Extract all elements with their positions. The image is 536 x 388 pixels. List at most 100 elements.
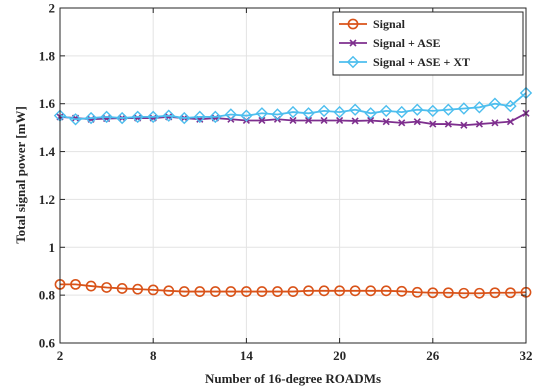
data-point-stroke-b (304, 116, 313, 125)
data-point (163, 285, 175, 297)
x-tick-label: 14 (240, 348, 254, 363)
data-point (336, 116, 344, 125)
data-point (504, 99, 517, 113)
data-point (85, 280, 97, 292)
data-point (413, 118, 421, 126)
data-point (256, 286, 268, 297)
data-point (427, 287, 439, 299)
data-point (349, 285, 361, 297)
data-point (491, 119, 499, 127)
data-point (364, 107, 377, 120)
data-point (240, 286, 252, 297)
data-point (258, 116, 266, 125)
legend-swatch-marker (346, 55, 360, 69)
y-tick-label: 0.6 (39, 336, 56, 351)
data-point-stroke-b (320, 116, 328, 125)
data-point (442, 103, 455, 116)
data-point (426, 104, 439, 118)
y-axis-title: Total signal power [mW] (13, 106, 28, 244)
data-point-stroke-b (351, 117, 359, 125)
x-axis-title: Number of 16-degree ROADMs (205, 371, 381, 386)
data-point-stroke-b (336, 116, 344, 125)
data-point-stroke-b (475, 120, 483, 128)
data-point (287, 286, 299, 297)
legend-label: Signal (373, 17, 406, 31)
data-point (304, 116, 313, 125)
data-point (442, 287, 454, 299)
data-point (255, 107, 269, 120)
data-point (506, 118, 515, 126)
legend-swatch-marker-stroke-b (349, 39, 357, 47)
data-point (116, 283, 128, 294)
series-layer (53, 86, 533, 299)
data-point (271, 108, 284, 121)
data-point (365, 285, 377, 297)
data-point-stroke-b (429, 120, 437, 128)
data-point (317, 104, 331, 118)
legend-item: Signal + ASE (339, 36, 441, 50)
data-point (70, 278, 81, 290)
data-point (272, 286, 283, 297)
series-line (59, 92, 527, 121)
data-point (367, 116, 375, 125)
x-tick-label: 8 (150, 348, 157, 363)
data-point (348, 103, 362, 116)
data-point-stroke-b (506, 118, 515, 126)
legend: Signal Signal + ASE Signal + ASE + XT (332, 11, 524, 76)
data-point (224, 108, 238, 121)
data-point (411, 103, 424, 116)
data-point (286, 105, 300, 119)
data-point-stroke-b (382, 118, 390, 126)
y-tick-label: 2 (49, 1, 56, 16)
legend-swatch-marker (349, 39, 357, 47)
data-point (488, 97, 502, 110)
data-point (411, 286, 423, 298)
y-tick-label: 1 (49, 240, 56, 255)
data-point-stroke-b (289, 116, 297, 125)
data-point (209, 286, 221, 297)
data-point (333, 105, 346, 119)
data-point (475, 120, 483, 128)
data-point-stroke-b (460, 121, 468, 129)
data-point (429, 120, 437, 128)
data-point (380, 104, 393, 118)
data-point (147, 284, 159, 296)
data-point (318, 285, 330, 297)
data-point (225, 286, 237, 297)
data-point (147, 110, 160, 124)
series-line (60, 283, 527, 295)
y-tick-label: 0.8 (39, 288, 56, 303)
data-point (398, 119, 406, 127)
data-point (460, 121, 468, 129)
data-point (489, 287, 501, 299)
x-tick-label: 2 (57, 348, 64, 363)
legend-label: Signal + ASE (373, 36, 441, 50)
data-point (115, 111, 129, 125)
legend-label: Signal + ASE + XT (373, 55, 470, 69)
data-point (380, 285, 392, 297)
x-tick-label: 32 (520, 348, 533, 363)
data-point (162, 109, 175, 122)
data-point-stroke-b (413, 118, 421, 126)
data-point-stroke-b (367, 116, 375, 125)
data-point-stroke-b (444, 120, 452, 128)
data-point (334, 285, 345, 297)
data-point (100, 110, 113, 124)
data-point (101, 282, 112, 293)
data-point (209, 110, 222, 124)
data-point (240, 109, 253, 122)
data-point (131, 110, 144, 124)
data-point (395, 105, 408, 119)
legend-item: Signal (339, 17, 406, 31)
data-point (382, 118, 390, 126)
data-point (194, 286, 206, 297)
data-point (457, 102, 471, 115)
data-point (193, 110, 206, 124)
data-point-stroke-b (258, 116, 266, 125)
data-point (302, 107, 315, 120)
series-2 (56, 109, 530, 129)
data-point (444, 120, 452, 128)
series-3 (53, 86, 533, 126)
data-point (473, 101, 486, 114)
